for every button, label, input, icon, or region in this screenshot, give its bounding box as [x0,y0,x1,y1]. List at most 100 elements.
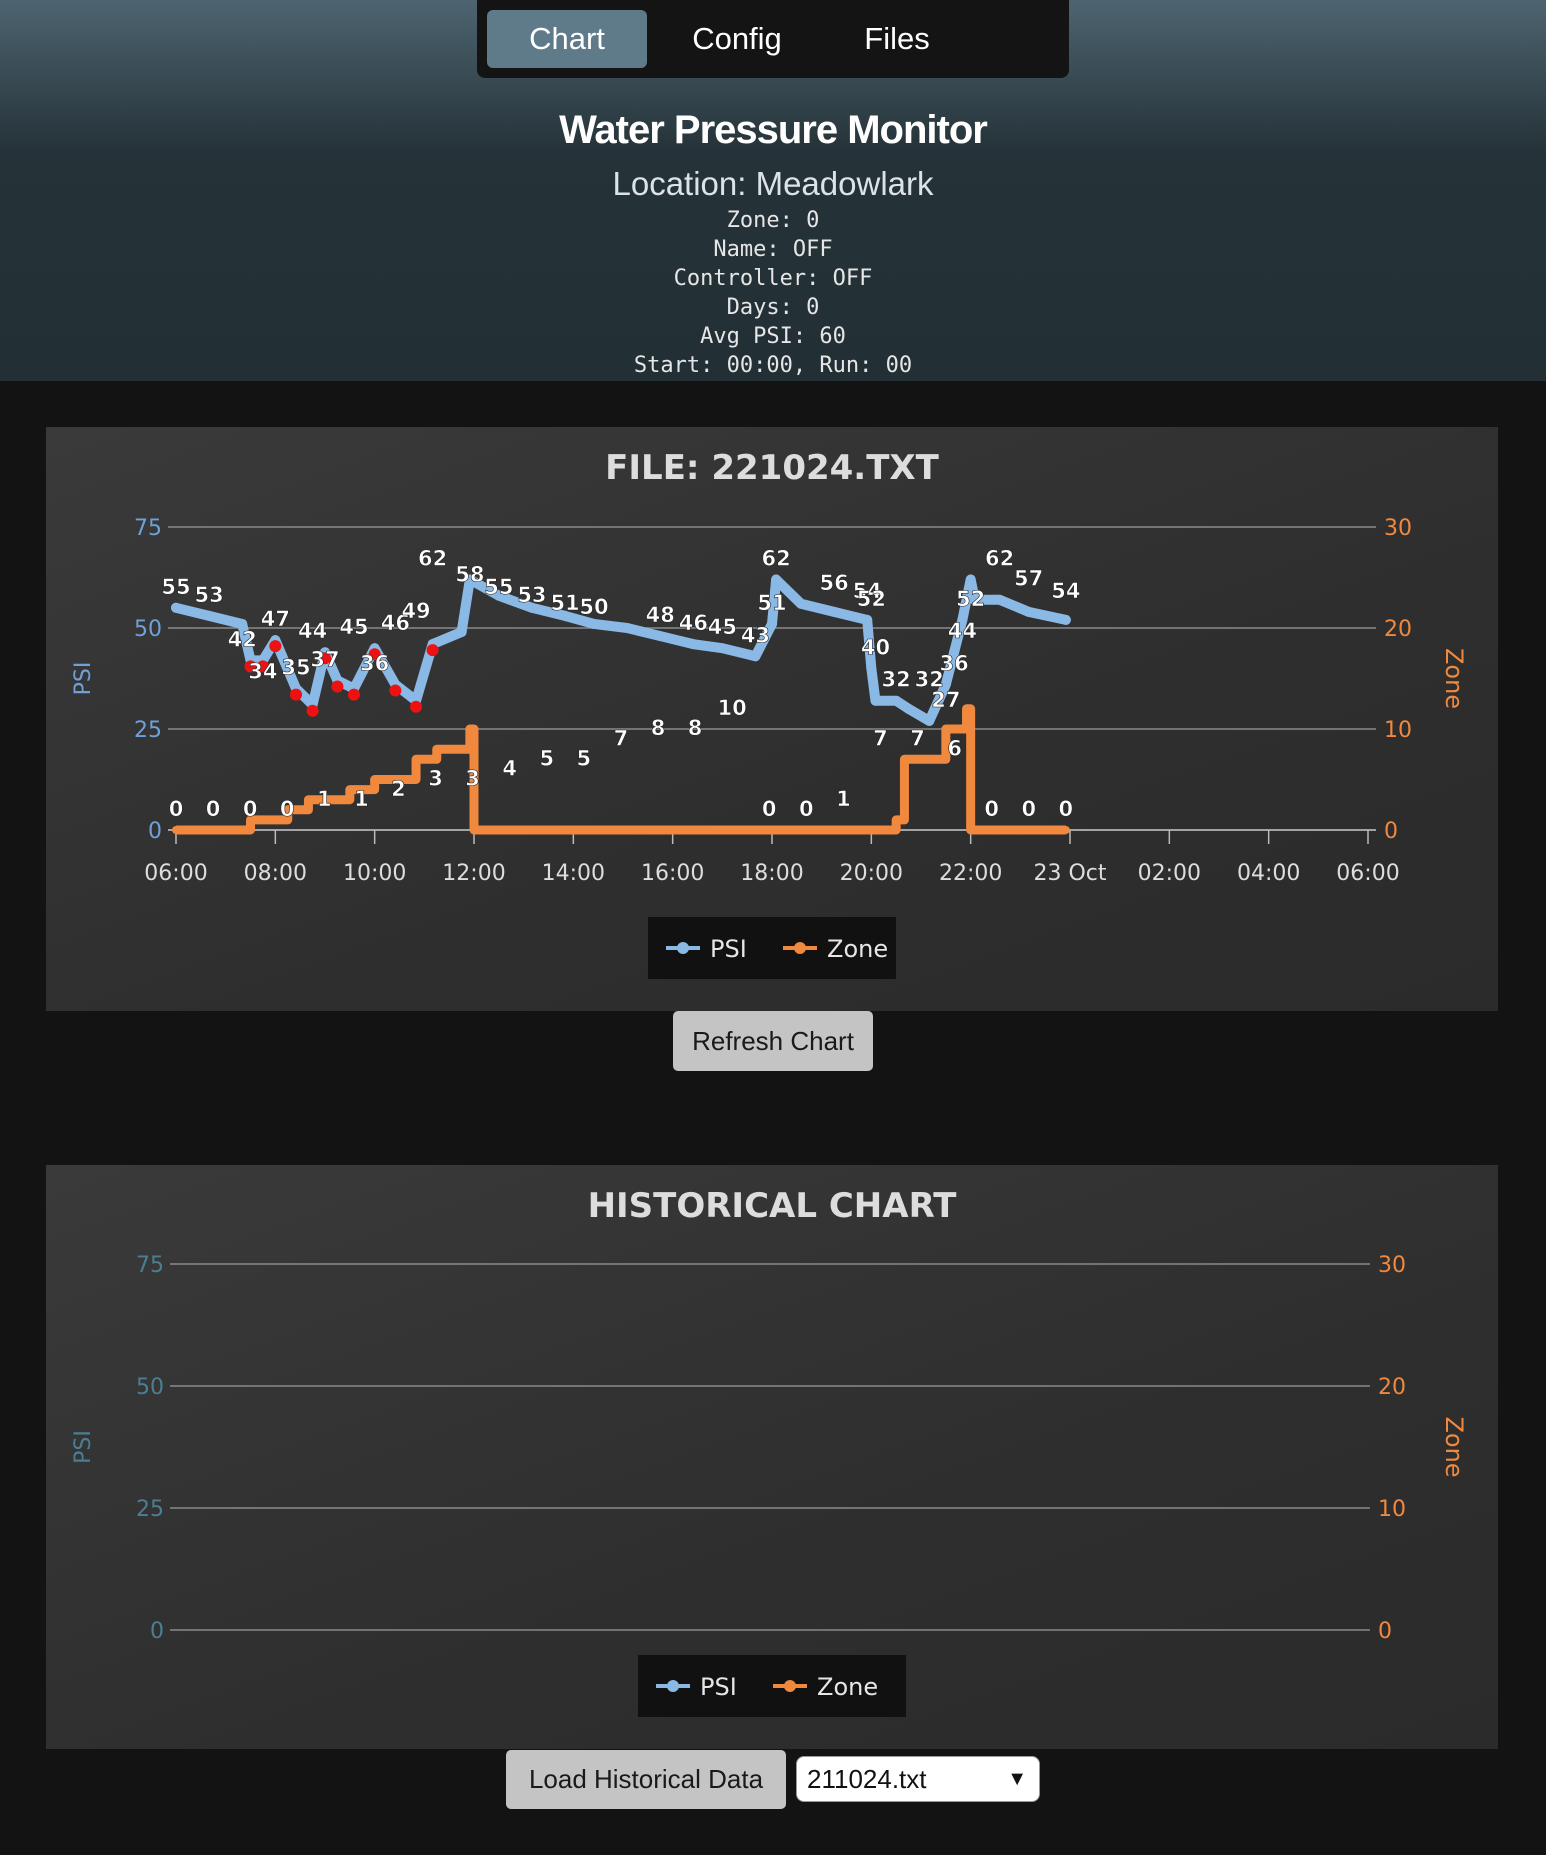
psi-data-label: 34 [248,660,277,684]
legend-psi-label: PSI [700,1673,737,1701]
zone-point [391,775,400,784]
zone-data-label: 1 [836,787,851,811]
x-tick-label: 20:00 [840,861,903,886]
historical-chart-panel: HISTORICAL CHART 0 25 50 75 0 10 20 30 PSI Zone PSI… [46,1165,1498,1749]
psi-data-label: 45 [339,615,368,639]
zone-point [962,704,971,713]
zone-data-label: 0 [1059,797,1074,821]
x-tick-label: 18:00 [740,861,803,886]
days-info: Days: 0 [726,295,820,320]
psi-point [526,602,537,613]
zone-data-label: 0 [280,797,295,821]
y2-tick-label: 10 [1384,718,1412,743]
alert-point [368,648,381,661]
psi-point [204,610,215,621]
psi-data-label: 45 [708,615,737,639]
psi-point [688,639,699,650]
psi-data-label: 53 [194,583,223,607]
zone-point [304,795,313,804]
alert-point [389,684,402,697]
psi-point [994,594,1005,605]
y-axis-label: PSI [71,662,96,696]
psi-data-label: 58 [455,563,484,587]
zone-point [412,755,421,764]
refresh-chart-button[interactable]: Refresh Chart [673,1011,873,1071]
psi-point [717,643,728,654]
psi-point [750,651,761,662]
alert-point [331,680,344,693]
psi-point [862,614,873,625]
zone-data-label: 1 [354,787,369,811]
zone-point [941,725,950,733]
psi-point [1023,606,1034,617]
alert-point [319,652,331,665]
y2-axis-label: Zone [1440,648,1468,709]
x-tick-label: 04:00 [1237,861,1300,886]
x-tick-label: 02:00 [1138,861,1201,886]
tab-chart[interactable]: Chart [487,10,647,68]
psi-data-label: 54 [1051,579,1080,603]
psi-data-label: 57 [1014,567,1043,591]
load-historical-button[interactable]: Load Historical Data [506,1750,786,1809]
psi-data-label: 46 [679,611,708,635]
zone-point [867,826,876,834]
zone-point [172,826,180,834]
psi-data-label: 46 [381,611,410,635]
zone-data-label: 0 [169,797,184,821]
psi-point [866,663,877,674]
zone-data-label: 0 [762,797,777,821]
tab-files[interactable]: Files [864,21,930,56]
x-tick-label: 14:00 [542,861,605,886]
alert-point [290,688,303,701]
psi-point [891,695,902,706]
name-info: Name: OFF [713,237,833,262]
psi-point [655,631,666,642]
zone-point [470,826,478,834]
psi-point [940,679,951,690]
x-tick-label: 12:00 [442,861,505,886]
psi-point [870,695,881,706]
zone-data-label: 3 [465,767,480,791]
psi-data-label: 62 [985,547,1014,571]
zone-data-label: 0 [984,797,999,821]
y2-tick-label: 10 [1378,1497,1406,1522]
zone-point [246,815,255,824]
file-select[interactable]: 211024.txt ▼ [796,1756,1040,1802]
zone-point [283,805,292,814]
psi-point [560,610,571,621]
zone-data-label: 0 [206,797,221,821]
x-tick-label: 22:00 [939,861,1002,886]
psi-data-label: 54 [853,579,882,603]
psi-point [949,647,960,658]
psi-point [903,703,914,714]
psi-data-label: 35 [281,656,310,680]
zone-point [892,815,901,824]
zone-point [995,826,1004,834]
y2-tick-label: 0 [1384,819,1398,844]
legend-zone-label: Zone [817,1673,878,1701]
zone-point [966,826,975,834]
alert-point [244,660,257,673]
tab-config[interactable]: Config [692,21,782,56]
psi-data-label: 36 [939,652,968,676]
psi-point [493,590,504,601]
psi-data-label: 43 [741,623,770,647]
psi-data-label: 44 [298,619,327,643]
psi-point [237,618,248,629]
psi-point [589,618,600,629]
psi-data-label: 52 [857,587,886,611]
zone-data-label: 8 [688,716,703,740]
psi-data-label: 51 [550,591,579,615]
psi-point [171,602,181,613]
nav-tabs: Chart Config Files [477,0,1069,78]
psi-point [456,627,467,638]
legend-psi-marker [677,942,689,954]
zone-data-label: 8 [651,716,666,740]
y-tick-label: 75 [134,516,162,541]
psi-data-label: 27 [931,688,960,712]
page-title: Water Pressure Monitor [559,108,988,152]
alert-point [426,644,439,657]
psi-point [767,618,777,629]
y2-tick-label: 20 [1384,617,1412,642]
zone-point [465,725,474,733]
